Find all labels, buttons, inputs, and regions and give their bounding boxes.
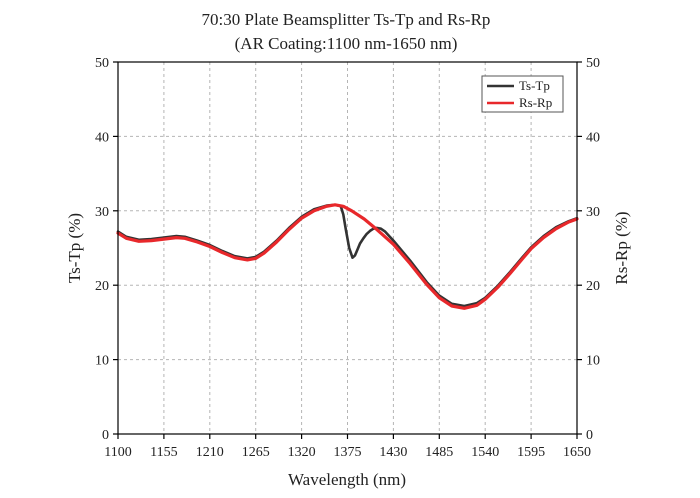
y-axis-label-left: Ts-Tp (%) [65, 213, 84, 283]
chart-title: 70:30 Plate Beamsplitter Ts-Tp and Rs-Rp [202, 10, 491, 29]
grid [118, 62, 577, 434]
y-tick-label-left: 0 [102, 428, 109, 443]
x-tick-label: 1430 [379, 445, 407, 460]
y-tick-label-left: 20 [95, 279, 109, 294]
x-tick-label: 1485 [425, 445, 453, 460]
y-tick-label-right: 10 [586, 354, 600, 369]
y-tick-label-right: 50 [586, 56, 600, 71]
x-tick-label: 1265 [242, 445, 270, 460]
ticks: 1100 1155 1210 1265 1320 1375 1430 1485 1540 1595… [95, 56, 600, 460]
y-tick-label-left: 30 [95, 205, 109, 220]
legend: Ts-Tp Rs-Rp [481, 75, 564, 113]
y-tick-label-right: 0 [586, 428, 593, 443]
x-tick-label: 1155 [150, 445, 177, 460]
legend-box [481, 75, 564, 113]
x-tick-label: 1210 [196, 445, 224, 460]
y-tick-label-right: 20 [586, 279, 600, 294]
y-tick-label-left: 10 [95, 354, 109, 369]
x-axis-label: Wavelength (nm) [288, 470, 406, 489]
series-lines [116, 203, 579, 310]
y-tick-label-right: 30 [586, 205, 600, 220]
x-tick-label: 1540 [471, 445, 499, 460]
series-line-rs-rp [116, 203, 579, 310]
x-tick-label: 1320 [288, 445, 316, 460]
x-tick-label: 1375 [334, 445, 362, 460]
y-tick-label-right: 40 [586, 130, 600, 145]
y-tick-label-left: 50 [95, 56, 109, 71]
x-tick-label: 1100 [104, 445, 131, 460]
chart-subtitle: (AR Coating:1100 nm-1650 nm) [235, 34, 458, 53]
x-tick-label: 1650 [563, 445, 591, 460]
legend-label-rs-rp: Rs-Rp [519, 95, 552, 110]
x-tick-label: 1595 [517, 445, 545, 460]
y-tick-label-left: 40 [95, 130, 109, 145]
legend-label-ts-tp: Ts-Tp [519, 78, 550, 93]
y-axis-label-right: Rs-Rp (%) [612, 211, 631, 284]
